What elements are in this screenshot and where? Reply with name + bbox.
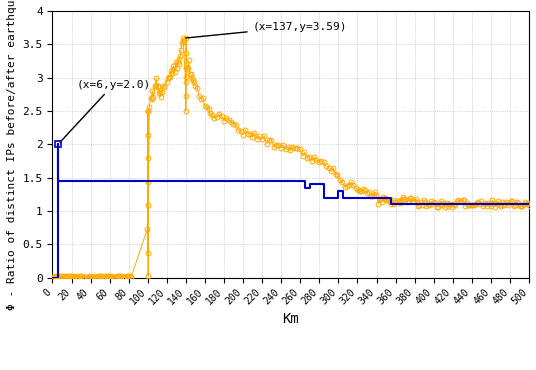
Y-axis label: Φ - Ratio of distinct IPs before/after earthquake: Φ - Ratio of distinct IPs before/after e… — [7, 0, 17, 310]
Text: (x=137,y=3.59): (x=137,y=3.59) — [186, 21, 347, 38]
Text: (x=6,y=2.0): (x=6,y=2.0) — [60, 80, 151, 142]
X-axis label: Km: Km — [282, 312, 299, 326]
